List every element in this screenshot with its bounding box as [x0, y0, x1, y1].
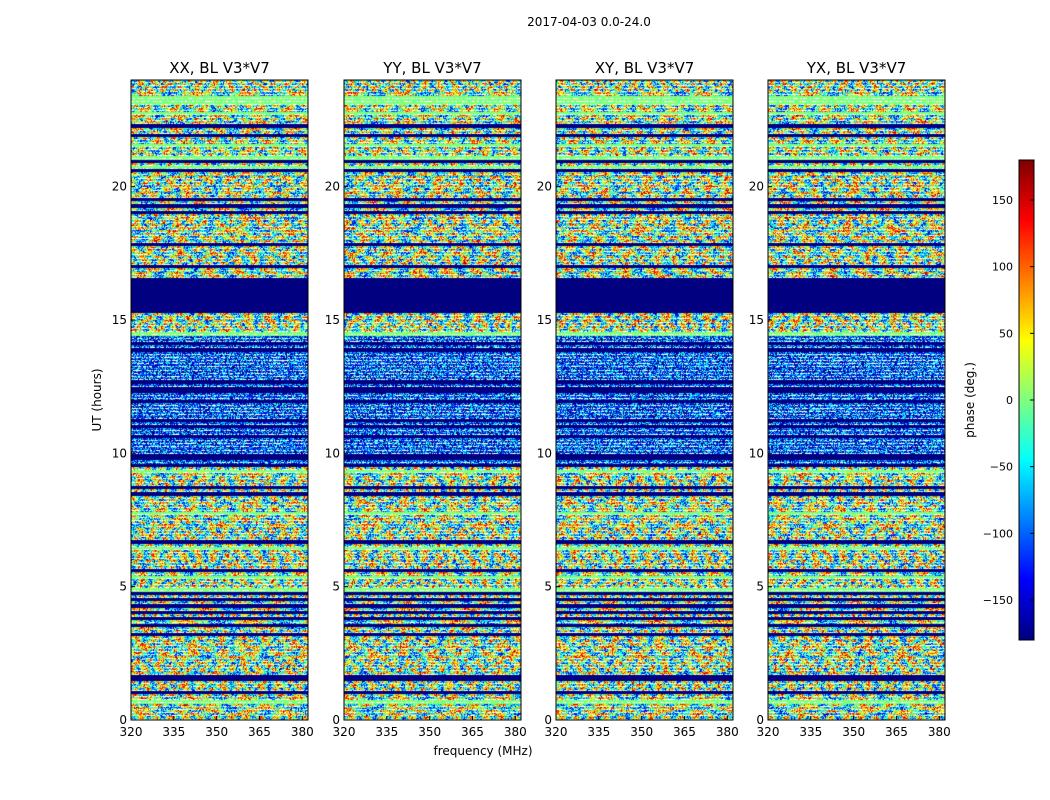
y-tick-label: 15	[749, 313, 764, 327]
panel-title: YY, BL V3*V7	[382, 59, 481, 77]
y-tick-label: 5	[544, 580, 552, 594]
panel-title: YX, BL V3*V7	[806, 59, 907, 77]
x-tick-label: 365	[673, 725, 696, 739]
heatmap-panel: YY, BL V3*V7 320 335 350 365 380 0 5 10 15 20	[325, 59, 527, 739]
x-tick-label: 365	[461, 725, 484, 739]
x-tick-label: 335	[587, 725, 610, 739]
x-tick-label: 350	[418, 725, 441, 739]
y-tick-label: 5	[332, 580, 340, 594]
x-tick-label: 365	[248, 725, 271, 739]
x-tick-label: 335	[162, 725, 185, 739]
x-tick-label: 350	[205, 725, 228, 739]
panel-frame	[555, 79, 734, 721]
y-tick-label: 5	[756, 580, 764, 594]
y-tick-label: 10	[537, 446, 552, 460]
panel-title: XY, BL V3*V7	[595, 59, 695, 77]
x-tick-label: 380	[928, 725, 951, 739]
colorbar-tick-label: 50	[999, 327, 1013, 340]
y-tick-label: 15	[112, 313, 127, 327]
y-axis-label: UT (hours)	[90, 368, 104, 431]
x-tick-label: 320	[545, 725, 568, 739]
x-tick-label: 320	[757, 725, 780, 739]
colorbar-tick-label: 100	[992, 261, 1013, 274]
heatmap-image	[556, 80, 733, 720]
panel-title: XX, BL V3*V7	[169, 59, 270, 77]
x-axis-label: frequency (MHz)	[433, 744, 532, 758]
y-tick-label: 15	[325, 313, 340, 327]
heatmap-image	[131, 80, 308, 720]
colorbar-tick-label: −100	[983, 527, 1013, 540]
y-tick-label: 0	[119, 713, 127, 727]
x-tick-label: 380	[504, 725, 527, 739]
panel-frame	[767, 79, 946, 721]
x-tick-label: 365	[885, 725, 908, 739]
x-tick-label: 335	[799, 725, 822, 739]
x-tick-label: 320	[120, 725, 143, 739]
y-tick-label: 5	[119, 580, 127, 594]
y-tick-label: 0	[332, 713, 340, 727]
heatmap-image	[768, 80, 945, 720]
colorbar-tick-label: 150	[992, 194, 1013, 207]
x-tick-label: 380	[291, 725, 314, 739]
x-tick-label: 350	[842, 725, 865, 739]
y-tick-label: 15	[537, 313, 552, 327]
heatmap-panel: XY, BL V3*V7 320 335 350 365 380 0 5 10 15 20	[537, 59, 739, 739]
colorbar-tick-label: −50	[990, 461, 1013, 474]
colorbar-gradient	[1019, 160, 1034, 640]
y-tick-label: 10	[112, 446, 127, 460]
y-tick-label: 20	[537, 180, 552, 194]
heatmap-image	[344, 80, 521, 720]
figure-suptitle: 2017-04-03 0.0-24.0	[527, 15, 651, 29]
x-tick-label: 380	[716, 725, 739, 739]
heatmap-panel: YX, BL V3*V7 320 335 350 365 380 0 5 10 15 20	[749, 59, 951, 739]
y-tick-label: 10	[325, 446, 340, 460]
x-tick-label: 350	[630, 725, 653, 739]
colorbar: −150 −100 −50 0 50 100 150	[983, 159, 1035, 641]
y-tick-label: 0	[756, 713, 764, 727]
colorbar-tick-label: 0	[1006, 394, 1013, 407]
panel-frame	[130, 79, 309, 721]
x-tick-label: 335	[375, 725, 398, 739]
y-tick-label: 10	[749, 446, 764, 460]
x-tick-label: 320	[333, 725, 356, 739]
panel-frame	[343, 79, 522, 721]
colorbar-tick-label: −150	[983, 594, 1013, 607]
colorbar-label: phase (deg.)	[963, 362, 977, 438]
y-tick-label: 0	[544, 713, 552, 727]
y-tick-label: 20	[325, 180, 340, 194]
y-tick-label: 20	[749, 180, 764, 194]
y-tick-label: 20	[112, 180, 127, 194]
heatmap-panel: XX, BL V3*V7 320 335 350 365 380 0 5 10 15 20	[112, 59, 314, 739]
